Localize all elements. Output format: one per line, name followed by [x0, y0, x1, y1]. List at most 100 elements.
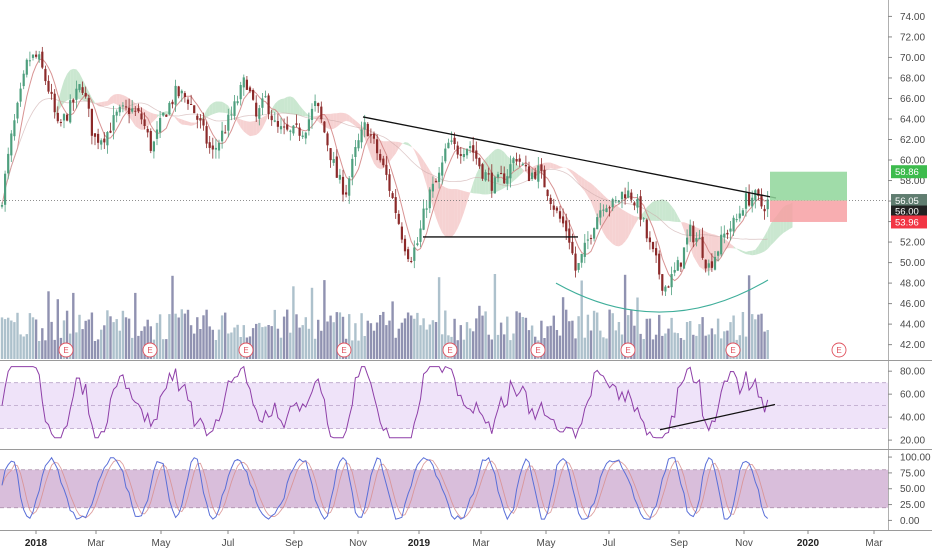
stochastic-pane: 0.00 25.00 50.00 75.00 100.00 [0, 453, 931, 527]
volume-bar [468, 328, 472, 359]
candle-body [400, 226, 403, 240]
cloud-segment [150, 112, 154, 124]
cloud-segment [615, 204, 619, 247]
candle-body [174, 85, 177, 105]
volume-bar [413, 318, 416, 359]
price-tick-label: 72.00 [900, 32, 925, 43]
target-zone-box [770, 171, 847, 201]
candle-body [416, 243, 419, 246]
cloud-segment [262, 115, 266, 129]
cloud-segment [618, 207, 622, 247]
cloud-segment [42, 139, 46, 149]
candle-body [81, 87, 84, 93]
cloud-segment [250, 121, 254, 137]
candle-body [159, 118, 162, 133]
cloud-segment [622, 209, 626, 245]
candle-body [317, 103, 320, 107]
candle-body [283, 126, 286, 128]
volume-bar [7, 317, 10, 359]
volume-bar [78, 314, 81, 359]
volume-bar [521, 317, 524, 359]
volume-bar [267, 325, 270, 359]
cloud-segment [284, 96, 288, 114]
cloud-segment [389, 141, 393, 162]
volume-bar [261, 327, 264, 359]
volume-bar [695, 335, 698, 359]
cloud-segment [733, 246, 737, 249]
volume-bar [174, 313, 177, 359]
volume-bar [766, 330, 769, 359]
volume-bar [81, 329, 84, 359]
volume-bar [279, 337, 283, 359]
volume-bar [298, 327, 301, 359]
cloud-segment [26, 189, 30, 205]
cloud-segment [135, 103, 139, 129]
volume-bar [623, 274, 627, 359]
volume-bar [726, 330, 729, 359]
cloud-segment [677, 216, 681, 223]
volume-bar [338, 312, 342, 359]
cloud-segment [395, 141, 399, 154]
candle-body [214, 147, 217, 150]
candle-body [441, 162, 444, 176]
candle-body [735, 219, 738, 221]
candle-body [422, 208, 425, 230]
volume-bar [50, 321, 53, 359]
volume-bar [747, 275, 751, 359]
cloud-segment [662, 199, 666, 221]
earnings-marker [831, 342, 847, 358]
candle-body [193, 105, 196, 114]
volume-bar [394, 337, 397, 359]
cloud-segment [739, 249, 743, 253]
rsi-pane: 20.00 40.00 60.00 80.00 [0, 365, 925, 447]
cloud-segment [417, 151, 421, 167]
candle-body [493, 177, 496, 194]
rsi-tick-label: 20.00 [900, 436, 925, 447]
cloud-segment [116, 94, 120, 107]
cloud-segment [609, 200, 613, 244]
candle-body [760, 194, 763, 207]
candle-body [345, 192, 348, 195]
volume-bar [292, 286, 295, 359]
price-axis: 42.0044.0046.0048.0050.0052.0054.0056.00… [888, 12, 925, 351]
volume-bar [242, 325, 245, 359]
cloud-segment [674, 210, 678, 223]
cloud-segment [54, 102, 58, 118]
volume-bar [496, 334, 500, 359]
candle-body [224, 132, 227, 134]
candle-body [555, 207, 558, 211]
volume-bar [391, 301, 394, 359]
candle-body [459, 154, 462, 156]
candle-body [236, 101, 239, 104]
earnings-marker-label: E [341, 346, 346, 355]
candle-body [729, 228, 732, 232]
candle-body [521, 163, 524, 165]
candle-body [180, 90, 183, 94]
volume-bar [220, 315, 224, 359]
time-tick-label: Sep [670, 538, 688, 549]
volume-bar [648, 318, 652, 359]
volume-bar [431, 320, 435, 359]
volume-bar [211, 329, 214, 359]
candle-body [506, 176, 509, 184]
volume-bar [233, 327, 236, 359]
candle-body [149, 131, 152, 151]
price-tick-label: 50.00 [900, 258, 925, 269]
candle-body [689, 224, 692, 237]
volume-bar [617, 322, 621, 359]
volume-bar [499, 322, 503, 359]
volume-bar [93, 341, 97, 359]
volume-bar [400, 322, 404, 359]
cloud-segment [656, 200, 660, 221]
volume-bar [661, 335, 664, 359]
candle-body [410, 261, 413, 262]
cloud-segment [265, 114, 269, 123]
candle-body [286, 124, 289, 130]
candle-body [202, 118, 205, 126]
earnings-marker [530, 342, 546, 358]
candle-body [177, 86, 180, 97]
candle-body [388, 174, 391, 191]
volume-bar [592, 310, 596, 359]
cloud-segment [153, 113, 157, 121]
